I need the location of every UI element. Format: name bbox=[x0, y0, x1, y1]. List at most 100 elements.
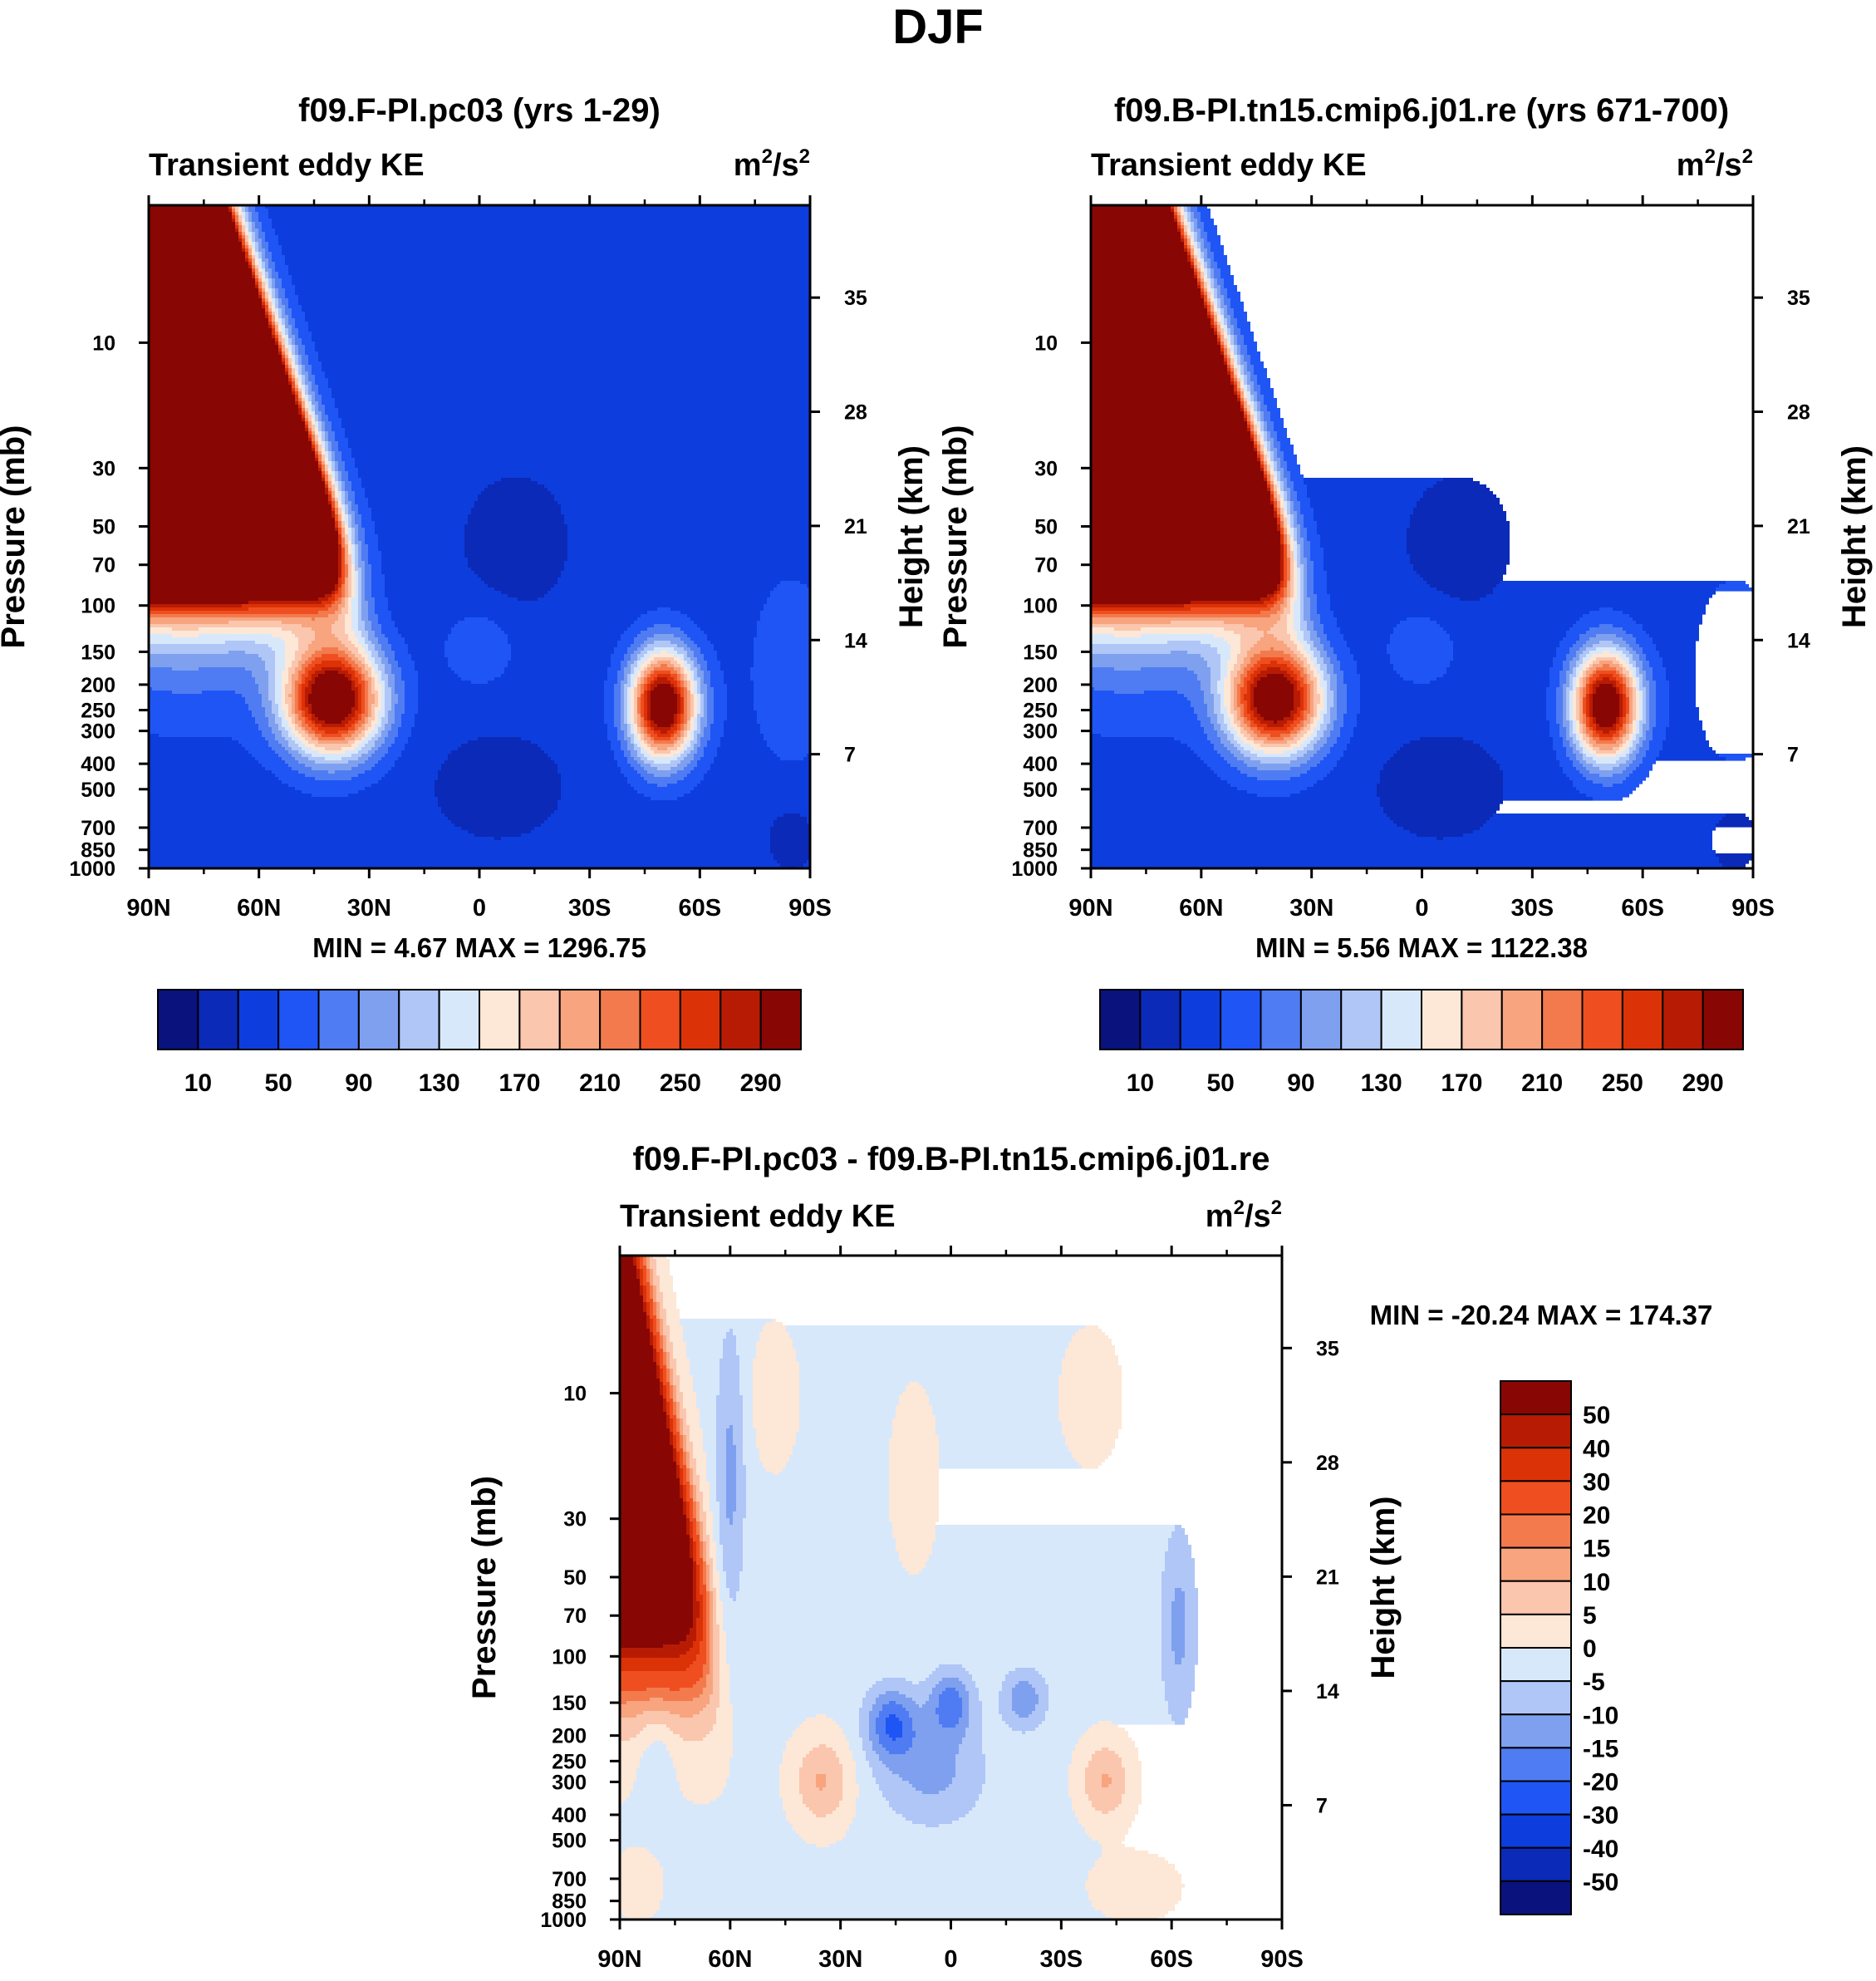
contour-cell bbox=[684, 687, 687, 691]
contour-cell bbox=[1413, 564, 1506, 568]
contour-cell bbox=[1240, 358, 1244, 362]
contour-cell bbox=[282, 677, 288, 681]
contour-cell bbox=[754, 704, 810, 708]
contour-cell bbox=[1277, 587, 1280, 592]
contour-cell bbox=[1294, 578, 1297, 582]
contour-cell bbox=[1280, 521, 1284, 525]
contour-cell bbox=[341, 514, 345, 519]
contour-cell bbox=[335, 587, 338, 592]
contour-cell bbox=[375, 644, 381, 648]
contour-cell bbox=[298, 371, 302, 376]
contour-cell bbox=[365, 491, 481, 495]
contour-cell bbox=[331, 491, 335, 495]
contour-cell bbox=[272, 272, 278, 276]
contour-cell bbox=[1091, 594, 1267, 598]
contour-cell bbox=[680, 754, 687, 758]
contour-cell bbox=[275, 265, 288, 269]
contour-cell bbox=[710, 681, 724, 685]
contour-cell bbox=[285, 651, 295, 655]
contour-cell bbox=[322, 734, 341, 738]
contour-cell bbox=[707, 687, 714, 691]
contour-cell bbox=[1297, 564, 1304, 568]
contour-cell bbox=[1304, 604, 1310, 608]
contour-cell bbox=[312, 381, 315, 386]
contour-cell bbox=[634, 707, 637, 711]
contour-cell bbox=[641, 667, 644, 671]
contour-cell bbox=[617, 727, 621, 731]
contour-cell bbox=[298, 328, 308, 332]
contour-cell bbox=[1307, 484, 1433, 489]
contour-cell bbox=[1214, 258, 1227, 263]
contour-cell bbox=[308, 358, 318, 362]
contour-cell bbox=[564, 568, 810, 572]
contour-cell bbox=[1187, 242, 1191, 246]
contour-cell bbox=[302, 674, 308, 678]
contour-cell bbox=[1277, 494, 1280, 499]
contour-cell bbox=[312, 408, 315, 412]
contour-cell bbox=[265, 308, 268, 312]
contour-cell bbox=[302, 361, 308, 366]
contour-cell bbox=[481, 491, 551, 495]
contour-cell bbox=[345, 465, 355, 469]
contour-cell bbox=[149, 584, 335, 588]
contour-cell bbox=[1284, 518, 1287, 522]
contour-cell bbox=[1254, 418, 1257, 422]
contour-cell bbox=[335, 491, 338, 495]
contour-cell bbox=[295, 351, 298, 356]
contour-cell bbox=[285, 654, 295, 658]
contour-cell bbox=[295, 710, 302, 715]
contour-cell bbox=[435, 780, 561, 784]
contour-cell bbox=[331, 458, 335, 462]
contour-cell bbox=[690, 697, 694, 701]
contour-cell bbox=[1244, 401, 1247, 406]
contour-cell bbox=[1280, 478, 1287, 482]
contour-cell bbox=[647, 750, 654, 755]
contour-cell bbox=[641, 687, 644, 691]
contour-cell bbox=[288, 268, 810, 273]
contour-cell bbox=[398, 627, 451, 632]
contour-cell bbox=[1277, 524, 1280, 528]
contour-cell bbox=[1589, 657, 1596, 661]
contour-cell bbox=[308, 435, 312, 439]
contour-cell bbox=[331, 474, 335, 479]
contour-cell bbox=[651, 797, 677, 801]
contour-cell bbox=[1304, 654, 1310, 658]
contour-cell bbox=[1317, 601, 1330, 605]
contour-cell bbox=[308, 428, 312, 432]
contour-cell bbox=[1290, 538, 1294, 542]
contour-cell bbox=[637, 714, 641, 718]
contour-cell bbox=[1284, 611, 1290, 615]
contour-cell bbox=[371, 704, 378, 708]
contour-cell bbox=[641, 724, 644, 728]
contour-cell bbox=[1207, 248, 1211, 253]
contour-cell bbox=[694, 621, 757, 625]
contour-cell bbox=[275, 335, 278, 339]
contour-cell bbox=[312, 415, 315, 419]
contour-cell bbox=[1260, 465, 1264, 469]
contour-cell bbox=[338, 614, 345, 618]
contour-cell bbox=[1260, 455, 1264, 459]
contour-cell bbox=[298, 351, 305, 356]
contour-cell bbox=[149, 651, 228, 655]
contour-cell bbox=[441, 764, 557, 768]
contour-cell bbox=[1250, 435, 1254, 439]
contour-cell bbox=[1240, 644, 1254, 648]
contour-cell bbox=[1310, 498, 1420, 502]
contour-cell bbox=[494, 481, 538, 485]
contour-cell bbox=[1629, 651, 1636, 655]
contour-cell bbox=[282, 687, 285, 691]
contour-cell bbox=[1201, 235, 1207, 239]
contour-cell bbox=[1207, 232, 1217, 236]
contour-cell bbox=[348, 441, 810, 445]
contour-cell bbox=[302, 694, 305, 698]
contour-cell bbox=[1304, 607, 1310, 612]
contour-cell bbox=[1639, 657, 1646, 661]
contour-cell bbox=[694, 717, 697, 721]
contour-cell bbox=[697, 657, 704, 661]
contour-cell bbox=[1091, 345, 1220, 349]
contour-cell bbox=[1297, 634, 1304, 638]
contour-cell bbox=[637, 634, 654, 638]
contour-cell bbox=[1244, 395, 1247, 399]
contour-cell bbox=[694, 651, 700, 655]
contour-cell bbox=[1390, 637, 1450, 641]
